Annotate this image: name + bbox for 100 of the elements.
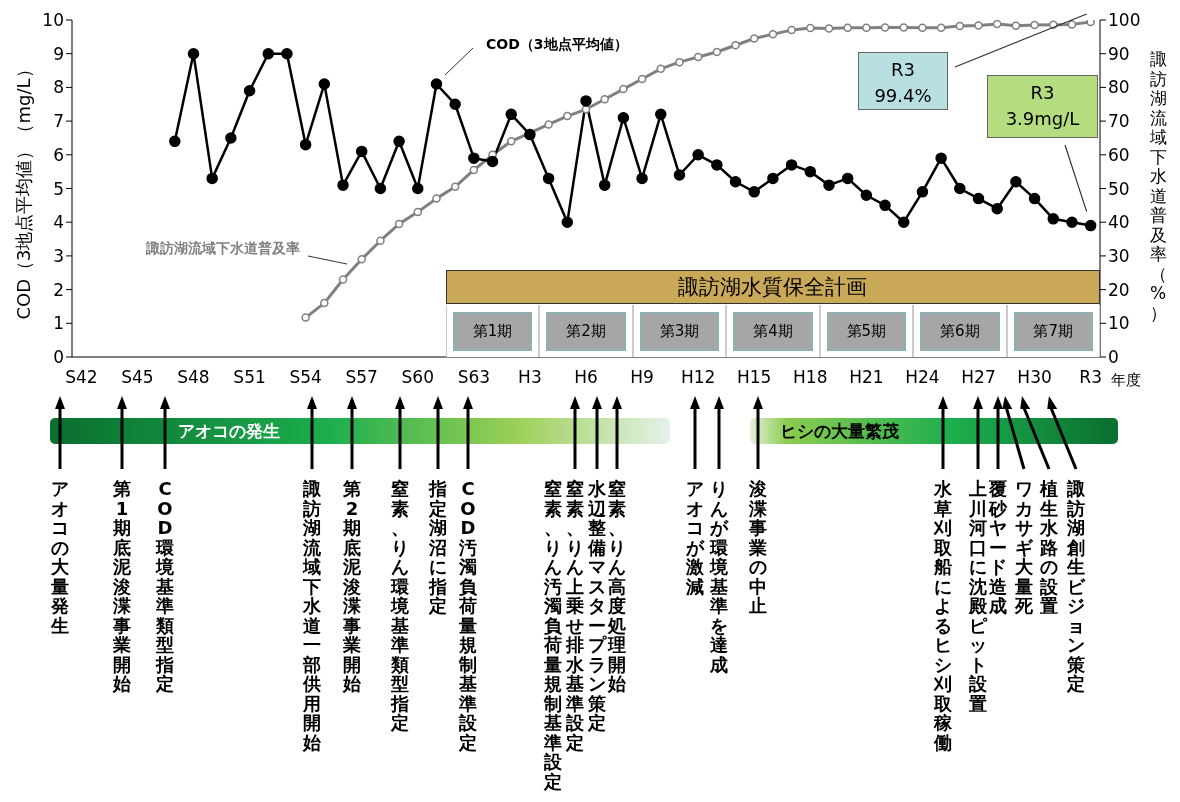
point <box>1028 192 1041 205</box>
point <box>991 202 1003 215</box>
text: 窒素、りん環境基準類型指定 <box>391 478 409 733</box>
phase-box: 第4期 <box>726 305 820 357</box>
text: ワカサギ大量死 <box>1014 478 1034 616</box>
text: 第1期底泥浚渫事業開始 <box>113 478 131 694</box>
text: 諏訪湖流域下水道普及率（%） <box>1149 49 1167 323</box>
x-tick-label: H6 <box>574 367 598 388</box>
x-tick-label: S57 <box>345 367 378 388</box>
y2-tick-label: 60 <box>1108 144 1130 165</box>
point <box>430 78 443 90</box>
point <box>337 179 349 191</box>
point <box>712 47 722 57</box>
point <box>357 255 366 264</box>
point <box>262 47 275 60</box>
point <box>393 135 405 148</box>
point <box>206 172 218 185</box>
text: COD（3地点平均値） <box>486 36 628 54</box>
point <box>879 199 891 212</box>
point <box>955 21 965 31</box>
point <box>767 172 779 185</box>
y-tick-label: 8 <box>53 77 64 98</box>
point <box>972 192 985 205</box>
text: 水草刈取船によるヒシ刈取稼働 <box>934 478 952 753</box>
y-tick-label: 4 <box>53 212 64 233</box>
y-axis-title: COD（3地点平均値）（mg/L） <box>12 58 35 322</box>
annotation: 第5期 <box>826 312 907 351</box>
point <box>916 186 929 198</box>
point <box>862 23 871 32</box>
point <box>974 21 983 30</box>
text: ヒシの大量繁茂 <box>780 420 899 443</box>
y-tick-label: 0 <box>53 347 64 368</box>
x-tick-label: S48 <box>177 367 210 388</box>
text: 窒素、りん高度処理開始 <box>608 478 626 694</box>
phase-box: 第7期 <box>1006 305 1100 357</box>
point <box>1047 213 1060 225</box>
text: 指定湖沼に指定 <box>428 478 448 616</box>
point <box>918 23 927 32</box>
x-tick-label: S51 <box>233 367 266 388</box>
x-tick-label: H3 <box>518 367 542 388</box>
x-tick-label: H21 <box>849 367 884 388</box>
x-axis-title: 年度 <box>1111 371 1141 390</box>
x-tick-label: S45 <box>121 367 154 388</box>
point <box>505 108 517 121</box>
y2-tick-label: 50 <box>1108 178 1130 199</box>
text: 諏訪湖創生ビジョン策定 <box>1067 478 1085 694</box>
y-tick-label: 10 <box>42 10 64 31</box>
point <box>636 172 648 185</box>
x-tick-label: S54 <box>289 367 322 388</box>
text: 窒素、りん汚濁負荷量規制基準設定 <box>544 478 562 792</box>
point <box>673 169 686 181</box>
point <box>841 172 854 185</box>
text: 第2期底泥浚渫事業開始 <box>343 478 361 694</box>
phase-box: 第6期 <box>913 305 1007 357</box>
x-tick-label: H12 <box>680 367 716 388</box>
point <box>1011 21 1021 30</box>
point <box>899 23 908 32</box>
annotation: 第2期 <box>546 312 626 351</box>
point <box>542 172 555 185</box>
phase-box: 第1期 <box>445 305 540 357</box>
text: COD環境基準類型指定 <box>156 478 174 694</box>
annotation: 第6期 <box>920 312 1000 351</box>
point <box>992 20 1002 29</box>
point <box>600 94 609 104</box>
point <box>731 41 740 50</box>
point <box>394 219 404 229</box>
point <box>376 236 385 245</box>
point <box>935 152 947 164</box>
point <box>1010 176 1022 188</box>
y2-tick-label: 30 <box>1108 245 1130 266</box>
point <box>617 111 630 124</box>
point <box>338 275 348 284</box>
point <box>598 179 611 191</box>
y-tick-label: 7 <box>53 111 64 132</box>
point <box>486 155 499 168</box>
point <box>225 132 237 144</box>
plan-box: 諏訪湖水質保全計画 <box>445 270 1100 304</box>
point <box>711 159 723 171</box>
y2-tick-label: 70 <box>1108 111 1130 132</box>
point <box>1030 20 1039 30</box>
x-tick-label: H9 <box>630 367 654 388</box>
point <box>675 57 684 67</box>
phase-box: 第2期 <box>539 305 633 357</box>
point <box>656 64 666 74</box>
y2-tick-label: 90 <box>1108 43 1130 64</box>
annotation: R3 99.4% <box>858 52 948 110</box>
y2-tick-label: 100 <box>1108 10 1141 31</box>
point <box>954 182 966 195</box>
point <box>413 207 423 217</box>
x-tick-label: H15 <box>737 367 772 388</box>
x-tick-label: S42 <box>65 367 98 388</box>
text: 植生水路の設置 <box>1039 478 1059 616</box>
point <box>637 74 647 84</box>
y-tick-label: 5 <box>53 178 64 199</box>
point <box>449 98 461 110</box>
point <box>563 111 572 121</box>
point <box>936 23 946 32</box>
point <box>619 84 628 94</box>
point <box>824 24 834 33</box>
y-tick-label: 9 <box>53 43 64 64</box>
